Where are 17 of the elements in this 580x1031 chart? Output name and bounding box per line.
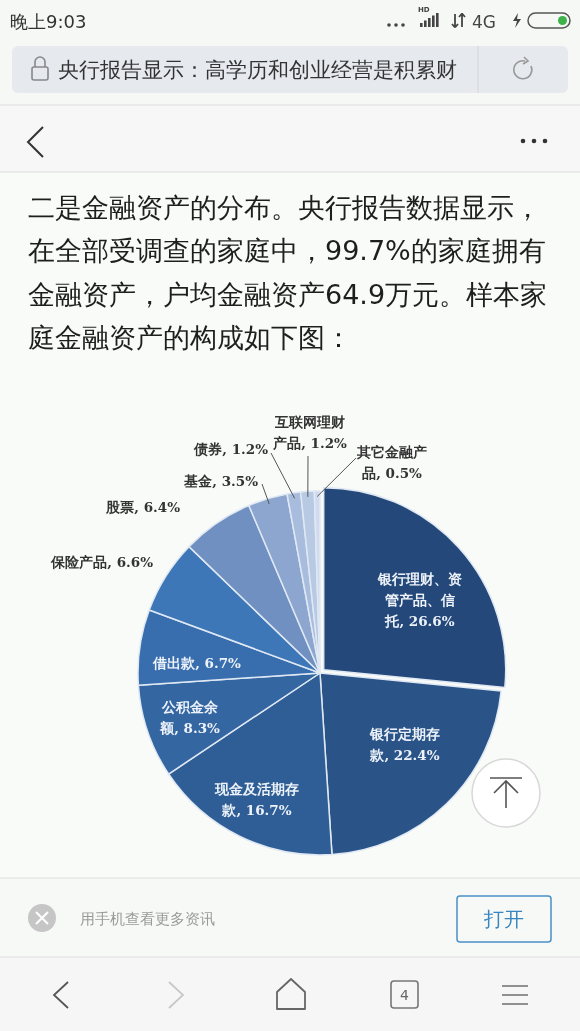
- slice-label: 现金及活期存款, 16.7%: [214, 781, 299, 819]
- slice-label: 公积金余额, 8.3%: [159, 699, 221, 737]
- text: 4: [400, 987, 410, 1003]
- slice-label: 基金, 3.5%: [183, 472, 259, 489]
- slice-label: 借出款, 6.7%: [152, 654, 242, 671]
- slice-label: 银行定期存款, 22.4%: [369, 726, 440, 764]
- slice-label: 其它金融产品, 0.5%: [356, 444, 427, 482]
- text: 晚上9:03: [10, 11, 87, 32]
- slice-label: 股票, 6.4%: [105, 498, 181, 515]
- text: 打开: [483, 907, 524, 931]
- chart-title: 二是金融资产的分布。央行报告数据显示，在全部受调查的家庭中，99.7%的家庭拥有金融资产，户均金融资产64.9万元。样本家庭金融资产的构成如下图：: [28, 191, 548, 354]
- text: 用手机查看更多资讯: [80, 910, 215, 928]
- slice-label: 互联网理财产品, 1.2%: [272, 414, 348, 452]
- slice-label: 银行理财、资管产品、信托, 26.6%: [377, 570, 462, 629]
- text: 央行报告显示：高学历和创业经营是积累财: [58, 58, 457, 82]
- slice-label: 债券, 1.2%: [193, 440, 269, 457]
- slice-label: 保险产品, 6.6%: [50, 553, 154, 570]
